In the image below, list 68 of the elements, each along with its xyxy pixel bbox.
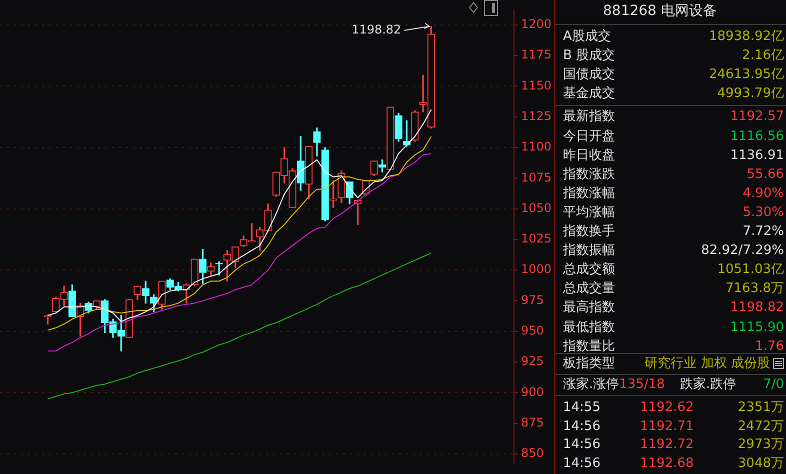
category-label: 指数量比 <box>563 338 615 356</box>
y-tick-label: 1075 <box>521 170 552 184</box>
text: 18938.92亿 <box>708 29 784 44</box>
text: 14:56 <box>563 436 600 454</box>
y-tick-label: 850 <box>521 446 544 460</box>
y-tick-label: 1125 <box>521 108 552 123</box>
text: 1115.90 <box>730 320 784 334</box>
category-label: 基金成交 <box>563 85 615 104</box>
text: 5.30% <box>742 204 784 220</box>
category-label: 今日开盘 <box>563 128 615 146</box>
category-label: 指数涨跌 <box>563 166 615 184</box>
text: 1192.62 <box>640 399 694 417</box>
text: 1198.82 <box>730 300 784 316</box>
category-label: B 股成交 <box>563 47 616 66</box>
category-label: 国债成交 <box>563 66 615 84</box>
text: 2472万 <box>738 418 784 436</box>
y-tick-label: 875 <box>521 415 544 430</box>
y-tick-label: 1150 <box>521 78 552 92</box>
y-tick-label: 950 <box>521 324 544 338</box>
text: 14:55 <box>563 399 600 417</box>
y-tick-label: 1200 <box>521 17 552 32</box>
y-tick-label: 1050 <box>521 200 552 215</box>
y-tick-label: 975 <box>521 292 544 307</box>
text: 1116.56 <box>730 128 784 144</box>
category-label: 总成交量 <box>563 280 615 298</box>
y-tick-label: 900 <box>521 384 544 399</box>
category-label: 板指类型 <box>563 355 615 373</box>
text: 82.92/7.29% <box>701 243 784 258</box>
category-label: 指数振幅 <box>563 242 615 260</box>
text: 135/18 <box>619 377 665 392</box>
category-label: A股成交 <box>563 28 611 46</box>
category-label: 跌家.跌停 <box>680 376 736 394</box>
text: 1192.71 <box>640 418 694 436</box>
text: 7163.8万 <box>726 281 784 296</box>
text: 3048万 <box>738 454 784 472</box>
text: 4993.79亿 <box>717 86 784 102</box>
text: 14:56 <box>563 454 600 472</box>
text: 881268 电网设备 <box>603 2 717 20</box>
text: 1192.57 <box>730 109 784 124</box>
category-label: 最新指数 <box>563 108 615 126</box>
category-label: 总成交额 <box>563 261 615 280</box>
text: 2973万 <box>738 436 784 454</box>
y-tick-label: 1000 <box>521 262 552 276</box>
text: 研究行业 加权 成份股 <box>644 356 770 371</box>
y-tick-label: 1175 <box>521 48 552 62</box>
text: 4.90% <box>742 186 784 201</box>
annotation: 1198.82 <box>352 22 402 36</box>
category-label: 平均涨幅 <box>563 204 615 222</box>
y-tick-label: 1025 <box>521 232 552 246</box>
text: 1136.91 <box>730 148 784 163</box>
category-label: 昨日收盘 <box>563 146 615 165</box>
text: 1192.72 <box>640 436 694 454</box>
text: 24613.95亿 <box>708 67 784 82</box>
category-label: 指数换手 <box>563 223 615 241</box>
text: 55.66 <box>746 166 784 182</box>
text: 1051.03亿 <box>717 262 784 278</box>
category-label: 最高指数 <box>563 299 615 318</box>
text: 1192.68 <box>640 454 694 472</box>
y-tick-label: 925 <box>521 354 544 368</box>
category-label: 最低指数 <box>563 318 615 336</box>
category-label: 指数涨幅 <box>563 184 615 203</box>
y-tick-label: 1100 <box>521 140 552 154</box>
text: 2351万 <box>738 399 784 417</box>
text: 7/0 <box>763 377 784 392</box>
text: 14:56 <box>563 418 600 436</box>
text: 2.16亿 <box>742 48 784 64</box>
text: 1.76 <box>755 338 784 354</box>
text: 7.72% <box>742 224 784 239</box>
